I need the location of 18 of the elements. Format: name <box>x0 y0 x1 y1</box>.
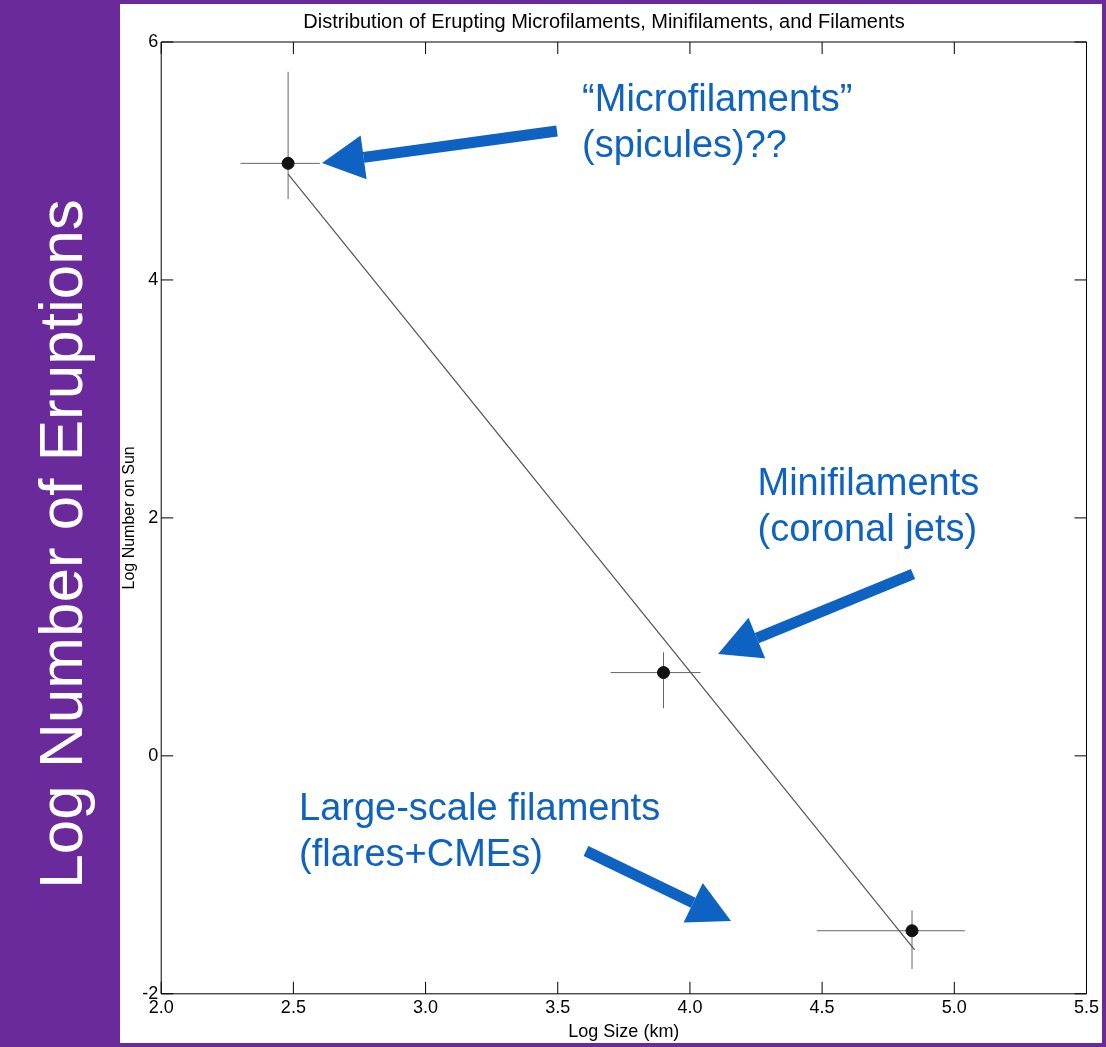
x-tick-label: 2.5 <box>280 996 306 1017</box>
annotation: Minifilaments (coronal jets) <box>757 459 980 551</box>
x-axis-title: Log Size (km) <box>568 1021 680 1042</box>
y-tick-label: 6 <box>148 30 159 51</box>
x-tick-label: 3.5 <box>545 996 571 1017</box>
annotation: “Microfilaments” (spicules)?? <box>582 76 853 168</box>
chart-title: Distribution of Erupting Microfilaments, Minifilaments, and Filaments <box>303 9 905 32</box>
x-tick-label: 3.0 <box>413 996 439 1017</box>
x-tick-label: 5.5 <box>1073 996 1099 1017</box>
x-tick-label: 4.5 <box>809 996 835 1017</box>
x-tick-label: 5.0 <box>941 996 967 1017</box>
x-tick-label: 4.0 <box>677 996 703 1017</box>
text: Log Number of Eruptions <box>24 198 96 889</box>
y-tick-label: 2 <box>148 506 159 527</box>
y-tick-label: 4 <box>148 268 159 289</box>
y-axis-title: Log Number on Sun <box>120 446 138 590</box>
y-tick-label: 0 <box>148 744 159 765</box>
annotation: Large-scale filaments (flares+CMEs) <box>299 784 661 876</box>
